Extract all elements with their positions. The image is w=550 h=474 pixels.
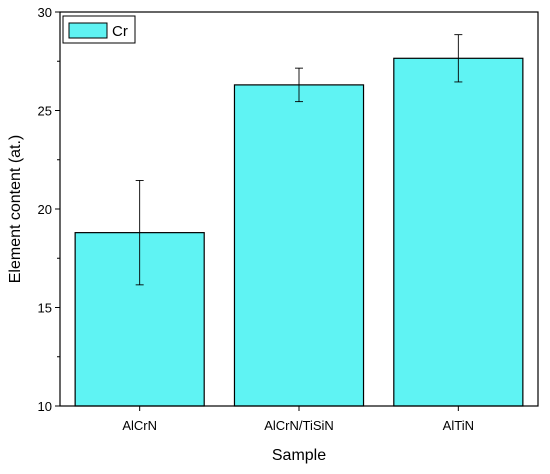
error-bar xyxy=(135,179,144,286)
x-axis-label: Sample xyxy=(272,447,326,464)
x-tick-label: AlTiN xyxy=(443,418,474,433)
y-axis-label: Element content (at.) xyxy=(7,135,24,284)
bars-layer xyxy=(74,57,524,407)
x-axis-ticks: AlCrN AlCrN/TiSiN AlTiN xyxy=(122,406,474,433)
error-bars-layer xyxy=(135,34,463,286)
legend: Cr xyxy=(62,15,136,44)
y-axis-ticks: 10 15 20 25 30 xyxy=(38,5,60,414)
x-tick-label: AlCrN xyxy=(122,418,157,433)
error-bar xyxy=(454,34,463,83)
y-tick-label: 25 xyxy=(38,104,52,119)
bar-alcrn-tisin xyxy=(233,84,365,407)
x-tick-label: AlCrN/TiSiN xyxy=(264,418,334,433)
y-tick-label: 30 xyxy=(38,5,52,20)
y-tick-label: 15 xyxy=(38,301,52,316)
error-bar xyxy=(295,67,303,103)
y-tick-label: 10 xyxy=(38,399,52,414)
y-tick-label: 20 xyxy=(38,202,52,217)
legend-label: Cr xyxy=(112,23,128,40)
legend-swatch xyxy=(68,22,108,39)
bar-altin xyxy=(393,57,524,407)
